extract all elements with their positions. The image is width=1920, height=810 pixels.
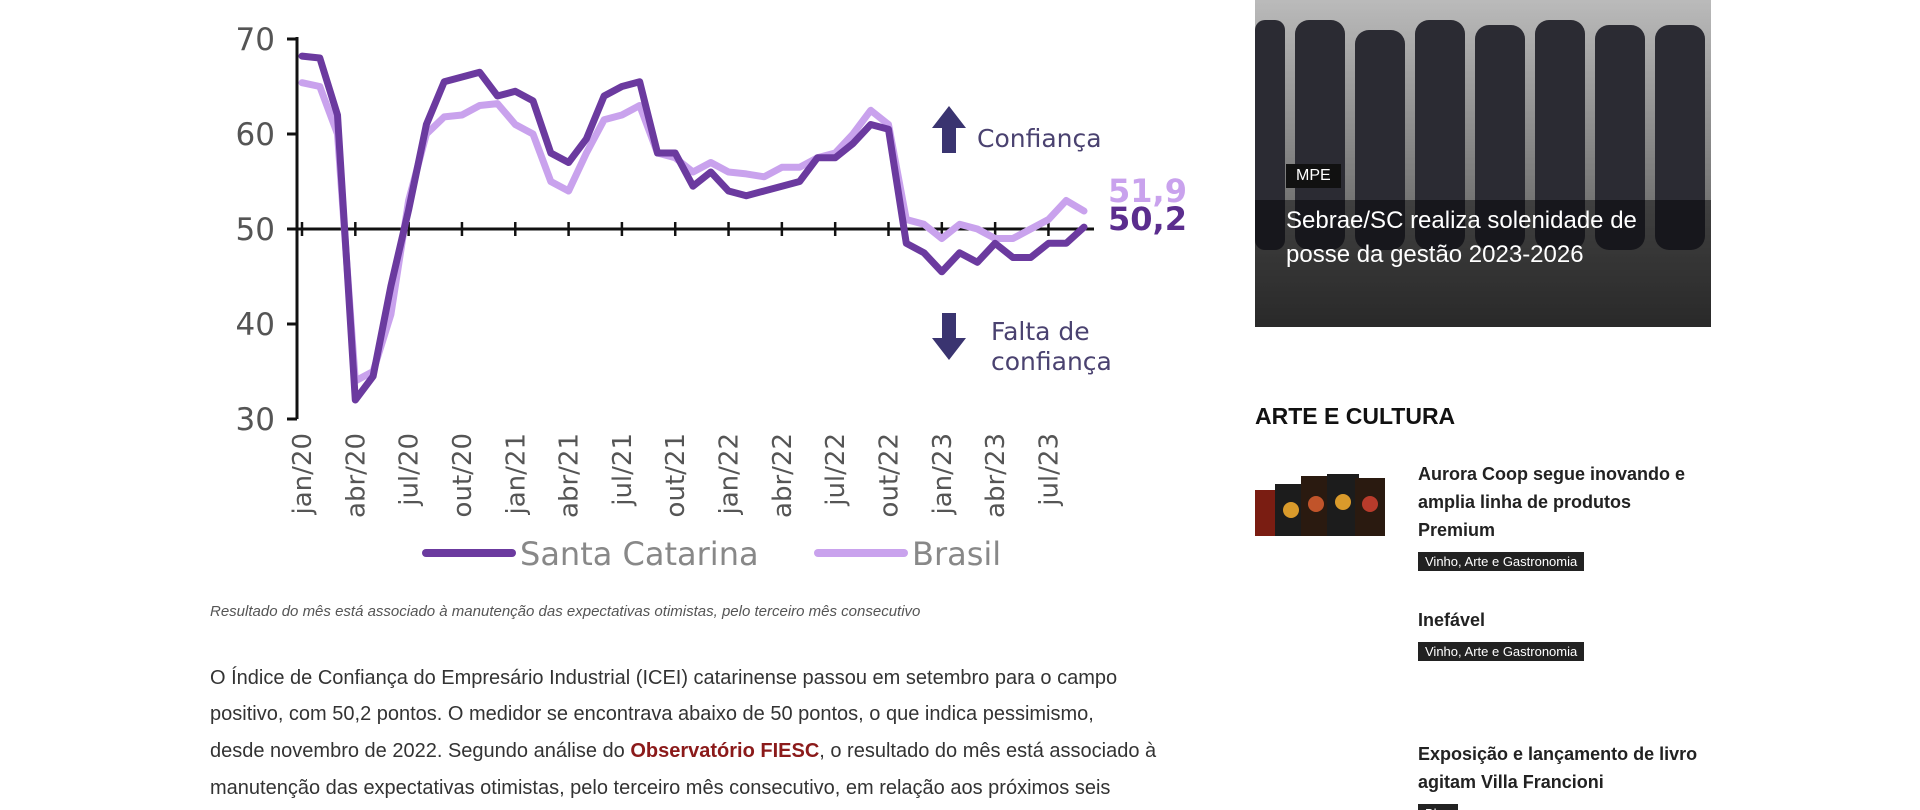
x-tick-label: jul/23 xyxy=(1034,433,1064,507)
y-tick-label: 60 xyxy=(236,117,275,153)
item-tag[interactable]: Vinho, Arte e Gastronomia xyxy=(1418,552,1585,571)
link[interactable]: Observatório FIESC xyxy=(630,740,820,762)
item-title[interactable]: Inefável xyxy=(1418,610,1486,630)
featured-title[interactable]: Sebrae/SC realiza solenidade de xyxy=(1286,207,1637,234)
annotation: Falta de xyxy=(991,317,1090,346)
item-thumbnail[interactable] xyxy=(1255,470,1396,542)
item-title[interactable]: amplia linha de produtos xyxy=(1418,492,1632,512)
y-tick-label: 30 xyxy=(236,402,275,438)
paragraph-line: O Índice de Confiança do Empresário Indu… xyxy=(210,667,1118,689)
x-tick-label: jul/21 xyxy=(608,433,638,507)
x-tick-label: jan/22 xyxy=(715,433,745,515)
x-tick-label: out/20 xyxy=(448,433,478,517)
x-tick-label: jul/20 xyxy=(395,433,425,507)
item-title[interactable]: Exposição e lançamento de livro xyxy=(1418,744,1698,764)
section-title: ARTE E CULTURA xyxy=(1255,403,1456,429)
y-tick-label: 50 xyxy=(236,212,275,248)
item-title[interactable]: Premium xyxy=(1418,520,1496,540)
y-tick-label: 40 xyxy=(236,307,275,343)
arrow-up xyxy=(932,106,966,153)
text: desde novembro de 2022. Segundo análise … xyxy=(210,740,631,762)
x-tick-label: jul/22 xyxy=(821,433,851,507)
featured-title[interactable]: posse da gestão 2023-2026 xyxy=(1286,241,1584,268)
data-label: 50,2 xyxy=(1108,200,1187,238)
series-line xyxy=(298,52,1088,404)
x-tick-label: out/22 xyxy=(875,433,905,517)
x-tick-label: abr/20 xyxy=(341,433,371,518)
chart: 30 40 50 60 70 jan/20 abr/20 jul/20 out/20 jan/21… xyxy=(236,22,1187,573)
x-tick-label: jan/23 xyxy=(928,433,958,515)
paragraph-line: manutenção das expectativas otimistas, p… xyxy=(210,777,1111,799)
data-label: 51,9 xyxy=(1108,172,1187,210)
photo-figures xyxy=(1255,0,1711,327)
legend-label: Brasil xyxy=(912,535,1001,573)
item-title[interactable]: Aurora Coop segue inovando e xyxy=(1418,464,1686,484)
item-title[interactable]: agitam Villa Francioni xyxy=(1418,772,1604,792)
item-tag[interactable]: Vinho, Arte e Gastronomia xyxy=(1418,642,1585,661)
featured-tag[interactable]: MPE xyxy=(1286,164,1341,188)
annotation: Confiança xyxy=(977,124,1102,153)
legend-label: Santa Catarina xyxy=(520,535,759,573)
x-tick-label: out/21 xyxy=(661,433,691,517)
chart-caption: Resultado do mês está associado à manute… xyxy=(210,603,921,620)
text: , o resultado do mês está associado à xyxy=(819,740,1157,762)
paragraph-line: positivo, com 50,2 pontos. O medidor se … xyxy=(210,703,1094,725)
x-tick-label: abr/23 xyxy=(981,433,1011,518)
annotation: confiança xyxy=(991,347,1112,376)
item-tag[interactable]: Blog xyxy=(1418,804,1459,810)
y-tick-label: 70 xyxy=(236,22,275,58)
paragraph-line: desde novembro de 2022. Segundo análise … xyxy=(210,740,1156,763)
x-tick-label: abr/21 xyxy=(555,433,585,518)
featured-image[interactable] xyxy=(1255,0,1711,327)
x-tick-label: jan/21 xyxy=(501,433,531,515)
arrow-down xyxy=(932,313,966,360)
x-tick-label: jan/20 xyxy=(288,433,318,515)
x-tick-label: abr/22 xyxy=(768,433,798,518)
series-line xyxy=(298,79,1088,385)
